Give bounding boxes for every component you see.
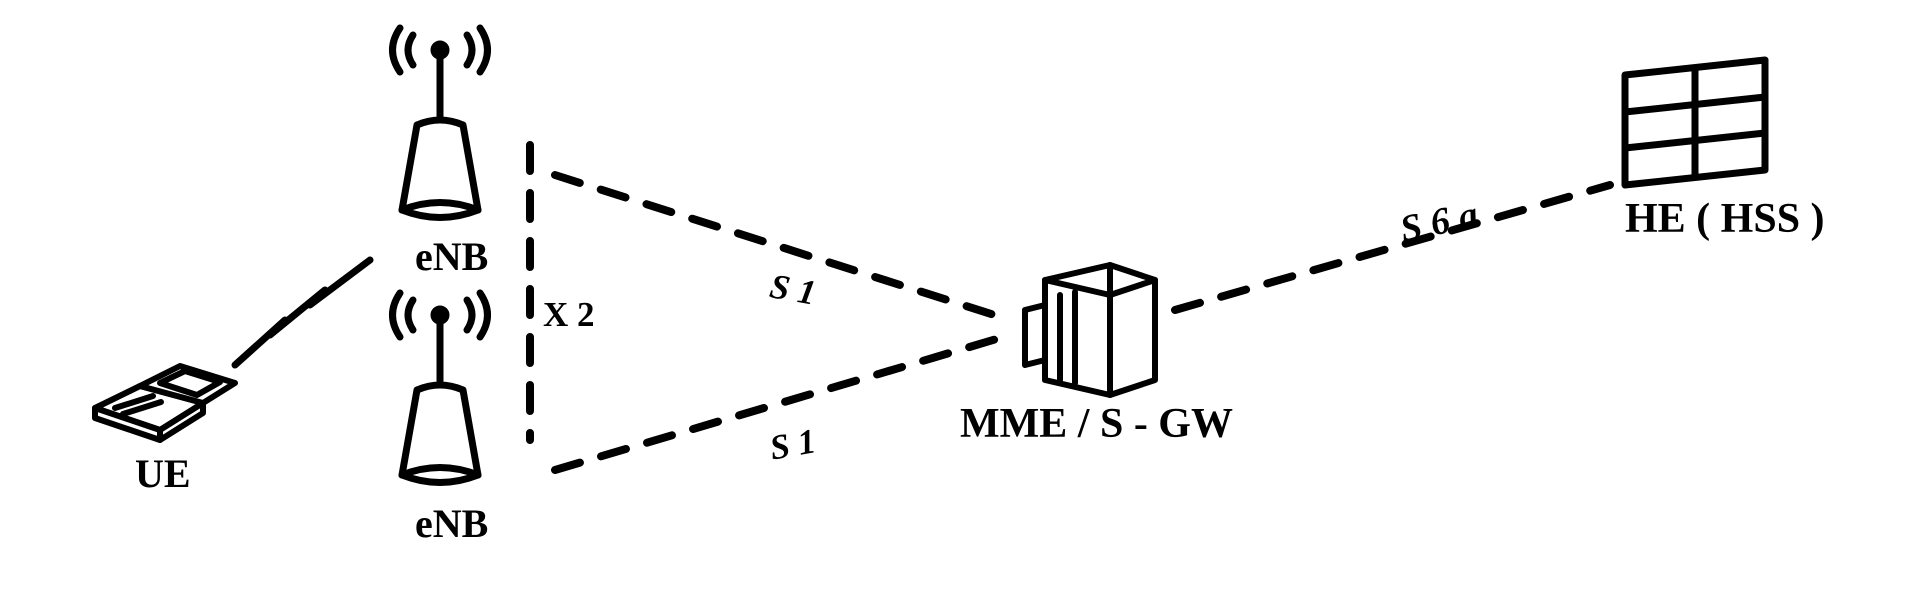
- s1-bottom-label: S 1: [767, 421, 819, 468]
- x2-label: X 2: [543, 295, 595, 335]
- links: [0, 0, 1922, 613]
- s1-top-label: S 1: [767, 266, 819, 313]
- network-diagram: UE eNB e: [0, 0, 1922, 613]
